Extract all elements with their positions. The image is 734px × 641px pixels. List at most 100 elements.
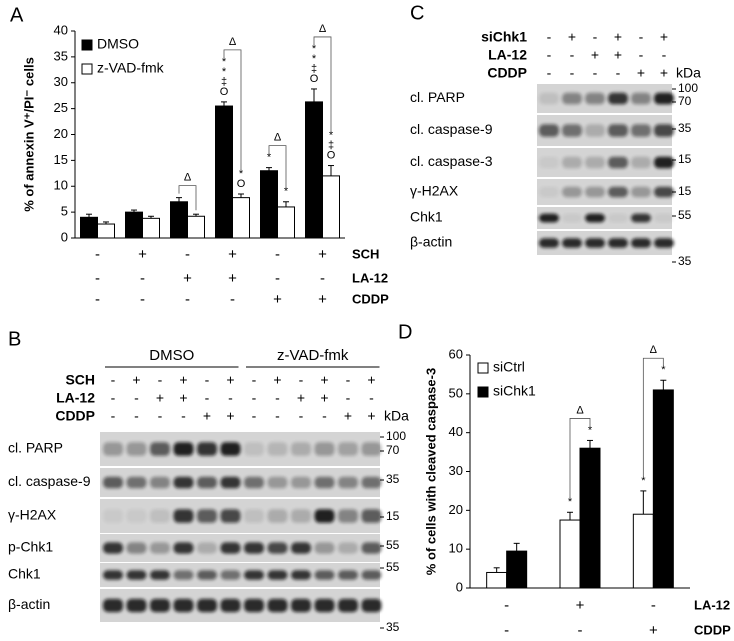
blot-band: [103, 542, 123, 554]
bar: [215, 105, 233, 239]
bar: [559, 519, 581, 589]
condition-sign: -: [593, 65, 598, 81]
bar: [187, 215, 205, 239]
significance-mark: ‡: [221, 76, 227, 88]
blot-band: [361, 570, 382, 580]
condition-label: LA-12: [694, 597, 730, 612]
significance-mark: *: [222, 56, 227, 68]
comparison-bracket: [268, 145, 287, 188]
row-label: Chk1: [8, 566, 41, 582]
blot-band: [338, 442, 358, 456]
blot-band: [267, 570, 288, 580]
condition-sign: -: [275, 270, 280, 287]
blot-band: [654, 124, 674, 137]
condition-sign: +: [649, 622, 658, 639]
row-label: cl. caspase-9: [8, 473, 91, 489]
blot-band: [361, 476, 382, 489]
blot-band: [654, 213, 674, 223]
blot-band: [314, 598, 335, 613]
blot-band: [103, 509, 123, 523]
blot-band: [220, 442, 241, 456]
condition-sign: -: [651, 597, 656, 614]
blot-band: [126, 509, 147, 523]
condition-sign: -: [140, 291, 145, 308]
blot-band: [197, 570, 217, 580]
bar: [652, 389, 674, 589]
blot-band: [126, 598, 147, 613]
blot-band: [562, 124, 582, 137]
blot-band: [267, 542, 288, 554]
y-axis-label: % of annexin V⁺/PI⁻ cells: [21, 57, 36, 212]
condition-sign: -: [299, 408, 304, 424]
condition-sign: -: [322, 408, 327, 424]
row-label: cl. caspase-3: [410, 153, 493, 169]
condition-sign: +: [660, 65, 668, 81]
bar: [486, 571, 508, 589]
condition-label: CDDP: [487, 65, 527, 81]
blot-band: [150, 542, 170, 554]
bar: [80, 216, 98, 239]
blot-band: [539, 213, 559, 223]
row-label: cl. caspase-9: [410, 121, 493, 137]
row-label: cl. PARP: [410, 89, 465, 105]
blot-band: [608, 124, 628, 137]
condition-sign: -: [570, 65, 575, 81]
blot-band: [220, 598, 241, 613]
condition-sign: -: [95, 291, 100, 308]
condition-sign: -: [181, 408, 186, 424]
significance-mark: *: [312, 53, 317, 65]
marker-label: 55: [678, 208, 692, 222]
row-label: cl. PARP: [8, 440, 63, 456]
blot-band: [244, 442, 264, 456]
blot-band: [608, 186, 628, 198]
condition-sign: +: [203, 408, 211, 424]
blot-band: [291, 598, 311, 613]
condition-sign: -: [95, 270, 100, 287]
blot-band: [150, 509, 170, 523]
condition-sign: +: [228, 246, 237, 263]
significance-mark: ‡: [328, 139, 334, 151]
legend-swatch: [81, 39, 93, 51]
significance-mark: *: [641, 475, 646, 487]
legend-label: siCtrl: [493, 359, 525, 375]
significance-mark: O: [220, 86, 229, 98]
blot-band: [654, 238, 674, 248]
condition-label: LA-12: [488, 47, 527, 63]
bar: [142, 217, 160, 239]
condition-sign: -: [111, 372, 116, 388]
blot-band: [314, 442, 335, 456]
significance-mark: *: [661, 364, 666, 376]
condition-sign: -: [547, 29, 552, 45]
blot-band: [103, 598, 123, 613]
condition-sign: -: [369, 390, 374, 406]
blot-band: [338, 542, 358, 554]
condition-sign: -: [158, 408, 163, 424]
blot-band: [267, 476, 288, 489]
condition-sign: -: [547, 47, 552, 63]
condition-label: siChk1: [481, 29, 527, 45]
condition-label: LA-12: [352, 270, 388, 285]
blot-band: [654, 156, 674, 169]
condition-sign: -: [252, 372, 257, 388]
marker-label: 35: [386, 472, 400, 486]
blot-band: [608, 92, 628, 105]
bar: [97, 223, 115, 239]
significance-mark: *: [239, 168, 244, 180]
condition-sign: +: [367, 408, 375, 424]
condition-sign: -: [275, 246, 280, 263]
y-tick-label: 10: [54, 178, 68, 193]
significance-mark: O: [327, 149, 336, 161]
condition-label: SCH: [65, 372, 95, 388]
marker-label: 15: [678, 152, 692, 166]
blot-band: [220, 542, 241, 554]
condition-sign: +: [660, 29, 668, 45]
condition-label: LA-12: [56, 390, 95, 406]
condition-label: CDDP: [352, 291, 389, 306]
condition-sign: -: [504, 622, 509, 639]
condition-sign: -: [140, 270, 145, 287]
bar: [125, 211, 143, 239]
blot-band: [631, 92, 651, 105]
blot-band: [173, 570, 194, 580]
blot-band: [197, 598, 217, 613]
y-tick-label: 0: [456, 579, 463, 594]
